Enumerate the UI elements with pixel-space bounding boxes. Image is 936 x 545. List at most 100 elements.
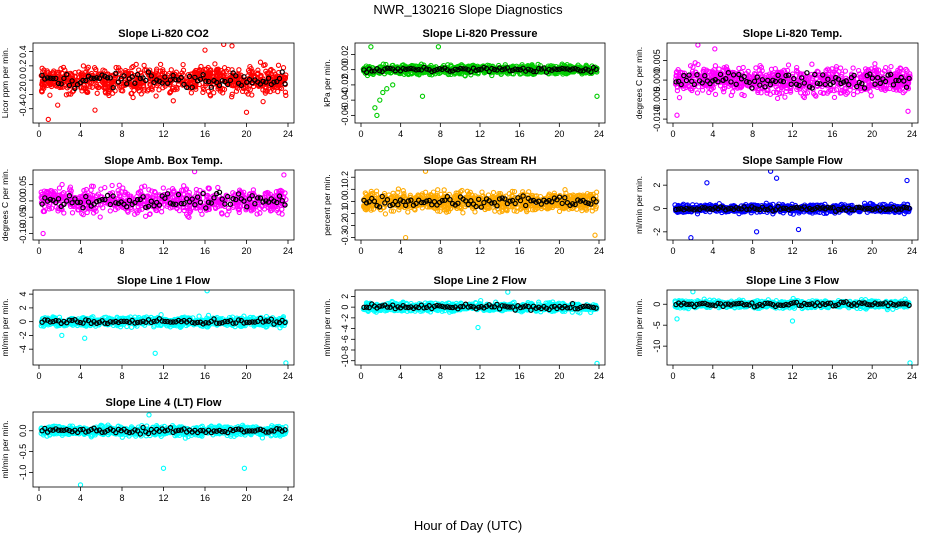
- x-tick-label: 8: [119, 246, 124, 256]
- x-tick-label: 16: [200, 129, 210, 139]
- y-tick-label: 0.4: [18, 45, 28, 58]
- x-tick-label: 12: [158, 246, 168, 256]
- x-tick-label: 8: [119, 129, 124, 139]
- data-point: [154, 94, 158, 98]
- figure-title: NWR_130216 Slope Diagnostics: [373, 2, 563, 17]
- scatter-points: [39, 42, 288, 121]
- panel-title: Slope Sample Flow: [742, 155, 843, 167]
- x-tick-label: 4: [78, 246, 83, 256]
- data-point: [60, 182, 64, 186]
- data-point: [159, 62, 163, 66]
- x-tick-label: 20: [867, 129, 877, 139]
- outlier-point: [675, 113, 679, 117]
- y-axis-label: Licor ppm per min.: [0, 48, 10, 118]
- y-tick-label: 0.005: [652, 49, 662, 72]
- x-tick-label: 0: [36, 129, 41, 139]
- x-tick-label: 8: [438, 129, 443, 139]
- data-point: [160, 210, 164, 214]
- y-axis-label: ml/min per min.: [634, 176, 644, 234]
- x-tick-label: 0: [358, 129, 363, 139]
- y-tick-label: 0.02: [340, 46, 350, 64]
- x-tick-label: 24: [283, 129, 293, 139]
- x-tick-label: 24: [594, 129, 604, 139]
- data-point: [189, 91, 193, 95]
- x-tick-label: 0: [358, 246, 363, 256]
- data-point: [216, 185, 220, 189]
- data-point: [95, 91, 99, 95]
- data-point: [491, 190, 495, 194]
- panel-title: Slope Gas Stream RH: [423, 155, 536, 167]
- data-point: [843, 69, 847, 73]
- data-point: [713, 92, 717, 96]
- outlier-point: [381, 90, 385, 94]
- y-tick-label: 0.2: [18, 60, 28, 73]
- data-point: [213, 62, 217, 66]
- outlier-point: [244, 110, 248, 114]
- data-point: [225, 213, 229, 217]
- data-point: [70, 211, 74, 215]
- data-point: [383, 212, 387, 216]
- data-point: [855, 90, 859, 94]
- data-point: [98, 215, 102, 219]
- data-point: [108, 209, 112, 213]
- data-point: [81, 64, 85, 68]
- data-point: [182, 184, 186, 188]
- data-point: [741, 65, 745, 69]
- x-tick-label: 12: [787, 129, 797, 139]
- outlier-point: [203, 48, 207, 52]
- data-point: [869, 94, 873, 98]
- outlier-point: [696, 43, 700, 47]
- outlier-point: [375, 113, 379, 117]
- data-point: [48, 93, 52, 97]
- data-point: [786, 63, 790, 67]
- x-tick-label: 4: [398, 129, 403, 139]
- data-point: [161, 186, 165, 190]
- outlier-point: [906, 109, 910, 113]
- data-point: [851, 66, 855, 70]
- outlier-point: [713, 47, 717, 51]
- data-point: [737, 66, 741, 70]
- data-point: [103, 186, 107, 190]
- data-point: [142, 63, 146, 67]
- data-point: [258, 60, 262, 64]
- panel-title: Slope Li-820 CO2: [118, 28, 208, 40]
- data-point: [237, 68, 241, 72]
- outlier-point: [404, 236, 408, 240]
- y-tick-label: 0.05: [18, 176, 28, 194]
- x-tick-label: 4: [710, 129, 715, 139]
- data-point: [776, 96, 780, 100]
- data-point: [406, 210, 410, 214]
- outlier-point: [373, 106, 377, 110]
- x-tick-label: 8: [438, 246, 443, 256]
- outlier-point: [56, 103, 60, 107]
- data-point: [754, 66, 758, 70]
- outlier-point: [593, 233, 597, 237]
- panel-grid: Slope Li-820 CO2 Licor ppm per min. 0 4 8 12 1…: [0, 28, 918, 503]
- y-tick-label: 0.00: [18, 192, 28, 210]
- x-tick-label: 12: [475, 129, 485, 139]
- x-tick-label: 20: [554, 129, 564, 139]
- data-point: [889, 65, 893, 69]
- scatter-points: [674, 43, 913, 117]
- outlier-point: [46, 117, 50, 121]
- data-point: [276, 63, 280, 67]
- outlier-point: [93, 108, 97, 112]
- outlier-point: [391, 83, 395, 87]
- outlier-point: [378, 98, 382, 102]
- x-tick-label: 16: [515, 246, 525, 256]
- data-point: [171, 99, 175, 103]
- x-tick-label: 0: [36, 246, 41, 256]
- x-tick-label: 0: [670, 129, 675, 139]
- data-point: [852, 92, 856, 96]
- x-tick-label: 12: [475, 246, 485, 256]
- data-point: [783, 95, 787, 99]
- outlier-point: [41, 231, 45, 235]
- outlier-point: [420, 94, 424, 98]
- data-point: [442, 188, 446, 192]
- x-tick-label: 12: [158, 129, 168, 139]
